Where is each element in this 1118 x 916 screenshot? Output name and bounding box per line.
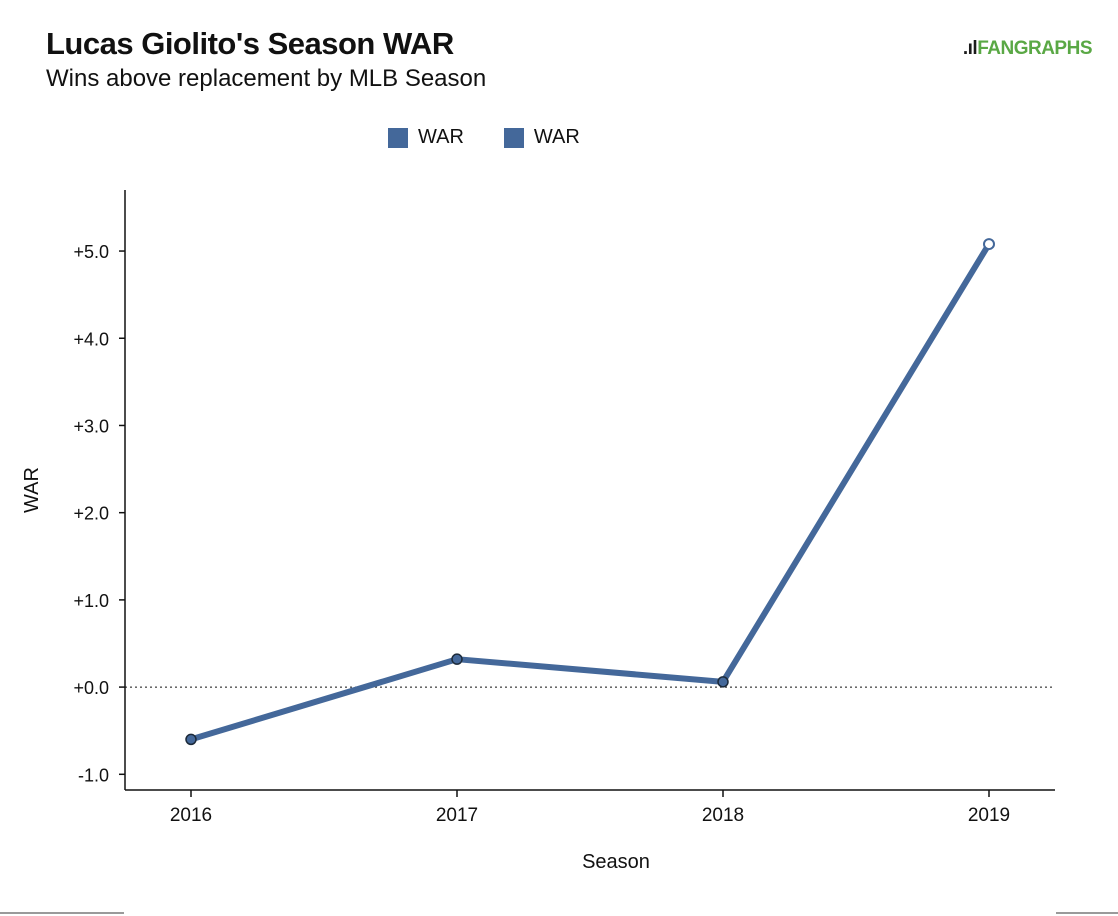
logo-mark-icon: .ıl — [962, 38, 978, 59]
bottom-divider — [0, 912, 124, 914]
y-tick-label: +4.0 — [73, 329, 109, 349]
data-point — [983, 238, 995, 251]
chart-title: Lucas Giolito's Season WAR — [46, 26, 454, 61]
y-tick-label: +2.0 — [73, 504, 109, 524]
chart-subtitle: Wins above replacement by MLB Season — [46, 65, 487, 92]
legend: WAR WAR — [388, 126, 580, 149]
x-tick-label: 2018 — [702, 805, 744, 826]
legend-label: WAR — [418, 126, 464, 148]
legend-label: WAR — [533, 126, 580, 148]
data-point — [185, 733, 197, 746]
series-line — [188, 241, 992, 743]
legend-swatch-icon — [388, 127, 408, 148]
fangraphs-logo[interactable]: .ılFANGRAPHS — [962, 38, 1093, 60]
y-tick-label: +0.0 — [73, 678, 109, 698]
legend-item[interactable]: WAR — [388, 126, 464, 149]
legend-item[interactable]: WAR — [503, 126, 580, 149]
data-point — [717, 676, 729, 688]
x-tick-label: 2016 — [170, 805, 212, 826]
axes: -1.0 +0.0 +1.0 +2.0 +3.0 +4.0 +5.0 2016 2017 2018… — [73, 190, 1055, 826]
y-tick-label: +1.0 — [73, 591, 109, 611]
x-tick-label: 2017 — [436, 805, 478, 826]
y-tick-label: -1.0 — [78, 765, 109, 785]
y-axis-label: WAR — [21, 467, 43, 513]
logo-text: FANGRAPHS — [977, 38, 1092, 59]
chart-marks — [185, 238, 995, 746]
data-point — [451, 653, 463, 665]
x-tick-label: 2019 — [968, 805, 1010, 826]
legend-swatch-icon — [503, 127, 524, 148]
y-tick-label: +3.0 — [73, 416, 109, 436]
bottom-divider — [1056, 912, 1118, 914]
x-axis-label: Season — [582, 851, 650, 873]
y-tick-label: +5.0 — [73, 242, 109, 262]
